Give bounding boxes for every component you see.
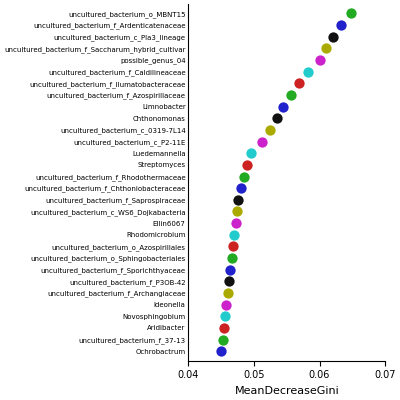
- Point: [266, 127, 273, 133]
- Point: [304, 68, 311, 75]
- Point: [244, 162, 251, 168]
- Point: [231, 232, 238, 238]
- Point: [221, 325, 227, 331]
- Point: [337, 22, 344, 28]
- Point: [259, 138, 265, 145]
- Point: [234, 208, 240, 215]
- Point: [316, 57, 323, 63]
- Point: [228, 255, 235, 261]
- Point: [280, 104, 286, 110]
- Point: [238, 185, 244, 191]
- Point: [223, 302, 230, 308]
- Point: [230, 243, 236, 250]
- Point: [226, 278, 232, 284]
- Point: [227, 266, 234, 273]
- Point: [323, 45, 329, 52]
- Point: [288, 92, 294, 98]
- Point: [348, 10, 354, 17]
- Point: [241, 173, 247, 180]
- Point: [274, 115, 280, 122]
- Point: [235, 197, 242, 203]
- Point: [219, 336, 226, 343]
- Point: [222, 313, 228, 320]
- Point: [295, 80, 302, 86]
- Point: [218, 348, 224, 354]
- Point: [248, 150, 254, 156]
- Point: [330, 34, 336, 40]
- Point: [224, 290, 231, 296]
- X-axis label: MeanDecreaseGini: MeanDecreaseGini: [234, 386, 339, 396]
- Point: [232, 220, 239, 226]
